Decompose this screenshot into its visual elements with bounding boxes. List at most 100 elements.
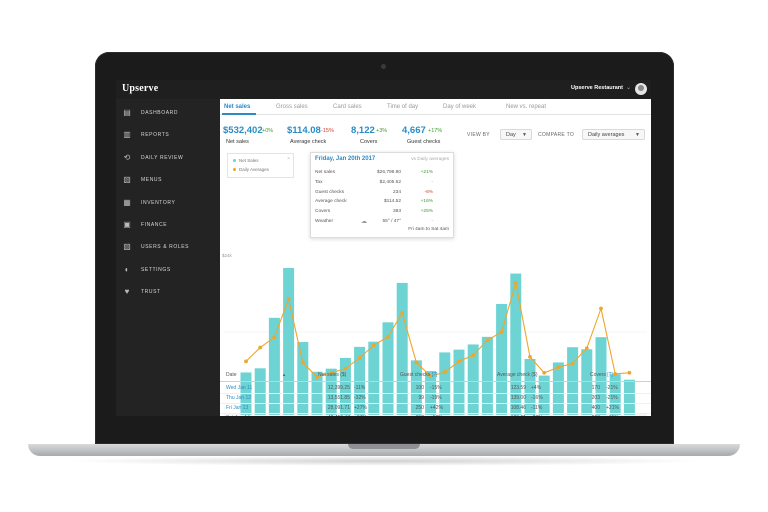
average-point[interactable] [300,360,305,365]
average-point[interactable] [499,330,504,334]
kpi-value[interactable]: $532,402 [223,125,263,136]
cell-covers-delta: -21% [606,394,618,401]
chart-bar[interactable] [552,362,564,415]
chart-bar[interactable] [496,303,508,415]
average-point[interactable] [329,370,334,375]
kpi-value[interactable]: 4,667 [402,125,426,136]
tab-gross-sales[interactable]: Gross sales [276,104,308,110]
legend-item-daily-averages[interactable]: Daily Averages [233,167,269,172]
sidebar-item-reports[interactable]: ▥ REPORTS [116,127,220,145]
chart-bar[interactable] [481,336,493,415]
restaurant-selector[interactable]: Upserve Restaurant [571,85,623,91]
compare-to-select[interactable]: Daily averages ▼ [582,129,645,140]
chart-bar[interactable] [396,282,408,415]
avatar[interactable] [635,83,647,95]
chart-bar[interactable] [297,342,309,415]
column-net-sales[interactable]: Net sales ($) [318,372,347,378]
average-point[interactable] [244,359,248,364]
sidebar-item-inventory[interactable]: ▦ INVENTORY [116,195,220,213]
average-point[interactable] [343,366,348,371]
average-point[interactable] [471,353,476,358]
sidebar-item-settings[interactable]: ◐ SETTINGS [116,262,220,280]
row-date-link[interactable]: Sat Jan 14 [226,415,250,417]
chart-bar[interactable] [510,273,522,415]
sidebar-item-dashboard[interactable]: ▤ DASHBOARD [116,105,220,123]
tab-day-of-week[interactable]: Day of week [443,104,477,110]
chart-bar[interactable] [368,341,380,415]
tooltip-subtitle: vs Daily averages [411,157,449,162]
chart-bar[interactable] [524,358,536,415]
row-date-link[interactable]: Thu Jan 12 [226,394,252,401]
chart-bar[interactable] [609,374,621,415]
chart-bar[interactable] [283,268,295,415]
chart-bar[interactable] [581,349,593,415]
column-covers[interactable]: Covers [?] [590,372,613,378]
sidebar-item-daily-review[interactable]: ⟲ DAILY REVIEW [116,150,220,168]
table-row[interactable]: Wed Jan 11 12,399.25 -11% 100 -15% 123.59 +4% 1… [220,383,651,394]
average-point[interactable] [584,346,589,351]
average-point[interactable] [386,334,390,339]
chevron-down-icon[interactable]: ⌄ [625,85,631,91]
chart-bar[interactable] [410,360,422,415]
column-average-check[interactable]: Average check ($) [497,372,538,378]
column-guest-checks[interactable]: Guest checks [?] [400,372,437,378]
average-point[interactable] [485,338,490,343]
logo[interactable]: Upserve [122,83,159,94]
column-date[interactable]: Date [226,372,237,378]
average-point[interactable] [613,371,618,376]
average-point[interactable] [556,365,561,370]
chart-bar[interactable] [439,352,451,415]
legend-item-net-sales[interactable]: Net Sales [233,158,259,163]
chart-bar[interactable] [354,346,366,415]
chart-bar[interactable] [595,337,607,415]
view-by-select[interactable]: Day ▼ [500,129,532,140]
tab-time-of-day[interactable]: Time of day [387,104,419,110]
chart-bar[interactable] [538,375,550,415]
average-point[interactable] [599,306,603,311]
tab-net-sales[interactable]: Net sales [224,104,251,110]
sort-ascending-icon[interactable]: ▲ [282,372,286,377]
sidebar-item-users-roles[interactable]: ▨ USERS & ROLES [116,239,220,257]
sidebar-item-trust[interactable]: ♥ TRUST [116,284,220,302]
chart-bar[interactable] [325,368,337,415]
chart-bar[interactable] [382,322,394,415]
row-date-link[interactable]: Fri Jan 13 [226,404,249,411]
row-date-link[interactable]: Wed Jan 11 [226,384,253,391]
kpi-value[interactable]: $114.08 [287,125,321,136]
table-row[interactable]: Fri Jan 13 28,091.71 +27% 250 +42% 108.46 -11%… [220,403,651,414]
average-point[interactable] [570,361,575,366]
sidebar-item-finance[interactable]: ▣ FINANCE [116,217,220,235]
average-point[interactable] [414,360,419,365]
cell-net-sales-delta: -11% [354,384,366,391]
tab-card-sales[interactable]: Card sales [333,104,362,110]
average-point[interactable] [371,343,376,348]
average-point[interactable] [258,345,263,350]
help-icon[interactable]: [?] [431,372,438,378]
chart-bar[interactable] [339,357,351,415]
average-point[interactable] [315,375,319,379]
average-point[interactable] [513,280,518,285]
average-point[interactable] [400,311,405,315]
average-point[interactable] [542,370,547,375]
chart-bar[interactable] [240,372,252,415]
chart-bar[interactable] [623,379,635,415]
tab-new-vs-repeat[interactable]: New vs. repeat [506,104,547,110]
chart-bar[interactable] [268,317,280,415]
table-row[interactable]: Sat Jan 14 42,456.47 +27% 352 +53% 120.61 -20%… [220,413,651,417]
chart-bar[interactable] [467,344,479,415]
table-row[interactable]: Thu Jan 12 13,551.85 -32% 99 -19% 139.00 -16% 2… [220,393,651,404]
average-point[interactable] [428,374,433,379]
average-point[interactable] [457,359,461,364]
chart-bar[interactable] [254,368,266,415]
average-point[interactable] [357,356,362,360]
average-point[interactable] [442,370,447,375]
close-icon[interactable]: × [287,156,290,162]
average-point[interactable] [272,335,277,340]
average-point[interactable] [286,297,291,302]
help-icon[interactable]: [?] [607,372,613,378]
sidebar-item-menus[interactable]: ▧ MENUS [116,172,220,190]
kpi-value[interactable]: 8,122 [351,125,375,136]
average-point[interactable] [528,355,532,359]
average-point[interactable] [627,370,632,375]
chart-bar[interactable] [453,349,465,415]
